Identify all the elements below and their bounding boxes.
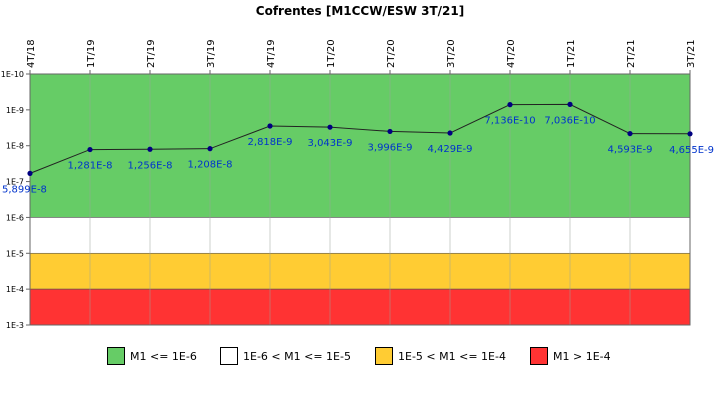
data-point-1 bbox=[87, 146, 93, 153]
data-label-10: 4,593E-9 bbox=[608, 145, 653, 156]
x-tick-label-2: 2T/19 bbox=[146, 39, 157, 68]
legend-label-3: M1 > 1E-4 bbox=[553, 349, 611, 363]
band-0 bbox=[29, 73, 691, 218]
vertical-grid bbox=[29, 73, 691, 326]
x-tick-label-6: 2T/20 bbox=[386, 39, 397, 68]
x-tick-label-5: 1T/20 bbox=[326, 39, 337, 68]
x-tick-label-11: 3T/21 bbox=[686, 39, 697, 68]
data-point-7 bbox=[447, 130, 453, 136]
risk-bands bbox=[29, 73, 691, 326]
data-points bbox=[27, 101, 693, 176]
data-label-9: 7,036E-10 bbox=[544, 115, 595, 126]
legend-item-0: M1 <= 1E-6 bbox=[107, 346, 197, 366]
legend-swatch-1 bbox=[220, 347, 238, 365]
legend: M1 <= 1E-6 1E-6 < M1 <= 1E-5 1E-5 < M1 <= … bbox=[0, 346, 720, 366]
y-tick-label-5: 1E-5 bbox=[6, 249, 24, 258]
plot-frame bbox=[29, 73, 691, 326]
band-1 bbox=[29, 217, 691, 254]
chart-title: Cofrentes [M1CCW/ESW 3T/21] bbox=[255, 4, 465, 18]
data-point-4 bbox=[267, 123, 273, 129]
legend-item-3: M1 > 1E-4 bbox=[530, 346, 611, 366]
x-tick-label-8: 4T/20 bbox=[506, 39, 517, 68]
y-tick-label-1: 1E-9 bbox=[6, 106, 24, 115]
y-tick-label-6: 1E-4 bbox=[6, 285, 24, 294]
legend-label-2: 1E-5 < M1 <= 1E-4 bbox=[398, 349, 506, 363]
data-label-0: 5,899E-8 bbox=[2, 184, 47, 195]
data-label-4: 2,818E-9 bbox=[248, 137, 293, 148]
legend-item-1: 1E-6 < M1 <= 1E-5 bbox=[220, 346, 351, 366]
data-point-11 bbox=[687, 131, 693, 137]
x-tick-label-9: 1T/21 bbox=[566, 39, 577, 68]
legend-item-2: 1E-5 < M1 <= 1E-4 bbox=[375, 346, 506, 366]
series-polyline bbox=[29, 103, 691, 174]
band-3 bbox=[29, 288, 691, 326]
x-tick-label-10: 2T/21 bbox=[626, 39, 637, 68]
x-tick-label-0: 4T/18 bbox=[26, 39, 37, 68]
data-label-3: 1,208E-8 bbox=[188, 160, 233, 171]
y-tick-label-3: 1E-7 bbox=[6, 178, 24, 187]
x-axis: 4T/18 1T/19 2T/19 3T/19 4T/19 1T/20 2T/20 3T/20… bbox=[26, 39, 697, 74]
data-point-10 bbox=[627, 130, 633, 137]
legend-swatch-0 bbox=[107, 347, 125, 365]
legend-swatch-2 bbox=[375, 347, 393, 365]
data-point-0 bbox=[27, 170, 33, 176]
data-label-1: 1,281E-8 bbox=[68, 161, 113, 172]
legend-swatch-3 bbox=[530, 347, 548, 365]
y-axis: 1E-10 1E-9 1E-8 1E-7 1E-6 1E-5 1E-4 1E-3 bbox=[1, 70, 30, 330]
data-label-11: 4,655E-9 bbox=[669, 145, 714, 156]
x-tick-label-3: 3T/19 bbox=[206, 39, 217, 68]
x-tick-label-4: 4T/19 bbox=[266, 39, 277, 68]
data-label-6: 3,996E-9 bbox=[368, 142, 413, 153]
y-tick-label-2: 1E-8 bbox=[6, 142, 24, 151]
series-line bbox=[29, 103, 691, 174]
data-point-5 bbox=[327, 124, 333, 130]
data-point-3 bbox=[207, 146, 213, 152]
y-tick-label-4: 1E-6 bbox=[6, 213, 24, 222]
data-labels: 5,899E-8 1,281E-8 1,256E-8 1,208E-8 2,818E-9… bbox=[2, 115, 714, 195]
data-label-7: 4,429E-9 bbox=[428, 144, 473, 155]
x-tick-label-1: 1T/19 bbox=[86, 39, 97, 68]
data-point-9 bbox=[567, 101, 573, 107]
x-tick-label-7: 3T/20 bbox=[446, 39, 457, 68]
data-label-8: 7,136E-10 bbox=[484, 116, 535, 127]
y-tick-label-7: 1E-3 bbox=[6, 321, 24, 330]
data-label-2: 1,256E-8 bbox=[128, 160, 173, 171]
legend-label-0: M1 <= 1E-6 bbox=[130, 349, 197, 363]
y-tick-label-0: 1E-10 bbox=[1, 70, 24, 79]
legend-label-1: 1E-6 < M1 <= 1E-5 bbox=[243, 349, 351, 363]
band-2 bbox=[29, 252, 691, 290]
data-point-6 bbox=[387, 128, 393, 135]
data-point-2 bbox=[147, 146, 153, 152]
data-label-5: 3,043E-9 bbox=[308, 138, 353, 149]
data-point-8 bbox=[507, 102, 513, 108]
